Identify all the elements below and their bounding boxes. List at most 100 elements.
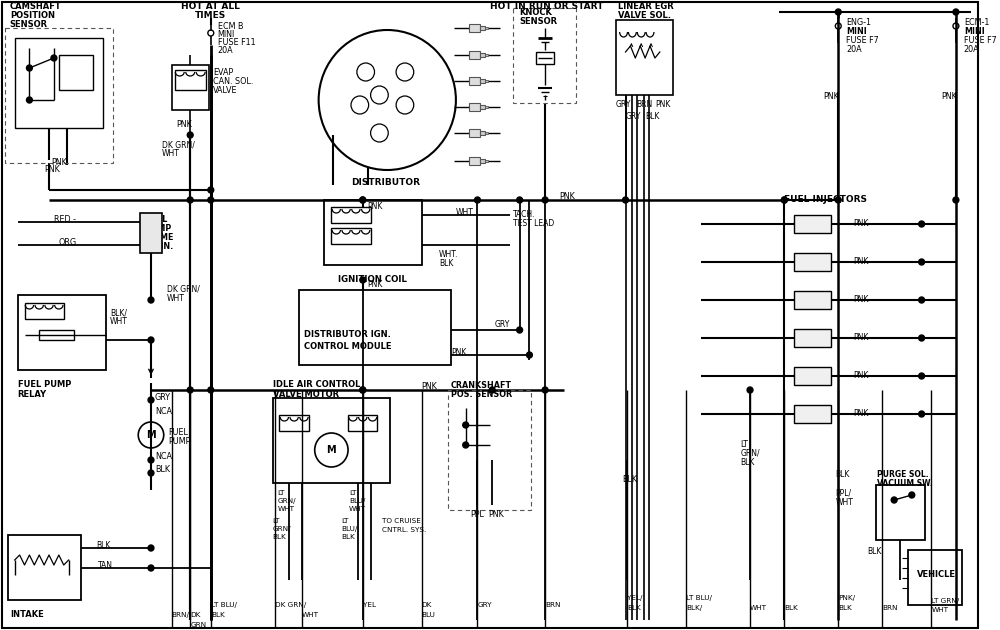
Bar: [485, 132, 488, 134]
Text: MINI: MINI: [964, 27, 985, 36]
Circle shape: [891, 497, 897, 503]
Circle shape: [919, 373, 925, 379]
Text: BLK: BLK: [273, 534, 286, 540]
Text: BLK: BLK: [155, 465, 170, 474]
Bar: [18, 295, 106, 370]
Text: BLK/: BLK/: [110, 308, 127, 317]
Text: CNTRL. SYS.: CNTRL. SYS.: [382, 527, 427, 533]
Text: PNK: PNK: [368, 202, 383, 211]
Circle shape: [208, 197, 214, 203]
Text: EVAP: EVAP: [213, 68, 233, 77]
Text: DISTRIBUTOR IGN.: DISTRIBUTOR IGN.: [304, 330, 391, 339]
Text: TAN: TAN: [98, 561, 113, 570]
Text: BRN/: BRN/: [172, 612, 190, 618]
Circle shape: [623, 197, 628, 203]
Text: TIMES: TIMES: [195, 11, 226, 20]
Circle shape: [187, 387, 193, 393]
Circle shape: [148, 545, 154, 551]
Text: PNK: PNK: [853, 257, 868, 266]
Circle shape: [747, 387, 753, 393]
Bar: [480, 105, 485, 109]
Text: SENSOR: SENSOR: [10, 20, 48, 29]
Text: WHT: WHT: [835, 498, 853, 507]
Circle shape: [208, 187, 214, 193]
Circle shape: [360, 197, 366, 203]
Text: PNK: PNK: [451, 348, 466, 357]
Text: FUSE F7: FUSE F7: [964, 36, 997, 45]
Text: ECM-1: ECM-1: [964, 18, 989, 27]
Bar: [485, 80, 488, 82]
Text: FUEL: FUEL: [145, 215, 167, 224]
Text: PNK: PNK: [941, 92, 957, 101]
Bar: [448, 390, 531, 510]
Text: PNK: PNK: [655, 100, 670, 109]
Text: INTAKE: INTAKE: [10, 610, 44, 619]
Bar: [5, 28, 113, 163]
Text: LT BLU/: LT BLU/: [211, 602, 237, 608]
Text: HOT IN RUN OR START: HOT IN RUN OR START: [490, 2, 604, 11]
Text: MINI: MINI: [846, 27, 867, 36]
Text: FUEL PUMP: FUEL PUMP: [18, 380, 71, 389]
Text: BLK: BLK: [627, 605, 641, 611]
Bar: [794, 367, 831, 385]
Bar: [469, 103, 480, 111]
Circle shape: [909, 492, 915, 498]
Text: LT BLU/: LT BLU/: [686, 595, 712, 601]
Circle shape: [148, 397, 154, 403]
Text: PNK: PNK: [824, 92, 839, 101]
Text: PRIME: PRIME: [145, 233, 173, 242]
Bar: [480, 131, 485, 135]
Bar: [485, 54, 488, 56]
Bar: [140, 213, 162, 253]
Text: PNK: PNK: [422, 382, 437, 391]
Bar: [324, 200, 422, 265]
Bar: [39, 330, 74, 340]
Bar: [480, 53, 485, 57]
Bar: [15, 38, 103, 128]
Circle shape: [148, 457, 154, 463]
Text: VALVE: VALVE: [213, 86, 237, 95]
Text: BLK/: BLK/: [686, 605, 703, 611]
Text: PNK: PNK: [488, 510, 504, 519]
Text: PNK: PNK: [368, 280, 383, 289]
Text: VACUUM SW.: VACUUM SW.: [877, 479, 933, 488]
Text: GRY: GRY: [477, 602, 492, 608]
Text: WHT: WHT: [750, 605, 767, 611]
Circle shape: [26, 65, 32, 71]
Text: DK GRN/: DK GRN/: [275, 602, 306, 608]
Bar: [8, 535, 81, 600]
Text: POSITION: POSITION: [10, 11, 55, 20]
Text: DK GRN/: DK GRN/: [162, 140, 195, 149]
Text: RED -: RED -: [54, 215, 76, 224]
Text: WHT: WHT: [167, 294, 185, 303]
Text: HOT AT ALL: HOT AT ALL: [181, 2, 240, 11]
Text: CONTROL MODULE: CONTROL MODULE: [304, 342, 391, 351]
Circle shape: [919, 411, 925, 417]
Bar: [794, 405, 831, 423]
Text: CAN. SOL.: CAN. SOL.: [213, 77, 253, 86]
Text: BRN: BRN: [882, 605, 898, 611]
Bar: [794, 215, 831, 233]
Text: VALVE SOL.: VALVE SOL.: [618, 11, 671, 20]
Text: WHT: WHT: [277, 506, 294, 512]
Text: BLK: BLK: [645, 112, 659, 121]
Text: BLK: BLK: [835, 470, 850, 479]
Bar: [876, 485, 925, 540]
Text: BLK: BLK: [439, 259, 454, 268]
Bar: [908, 550, 962, 605]
Circle shape: [463, 422, 469, 428]
Text: PNK: PNK: [853, 409, 868, 418]
Circle shape: [781, 197, 787, 203]
Text: BLK: BLK: [211, 612, 225, 618]
Text: VALVE MOTOR: VALVE MOTOR: [273, 390, 339, 399]
Text: WHT: WHT: [162, 149, 180, 158]
Bar: [273, 398, 390, 483]
Text: YEL: YEL: [363, 602, 376, 608]
Bar: [331, 228, 371, 244]
Text: BLU/: BLU/: [341, 526, 358, 532]
Text: TEST LEAD: TEST LEAD: [513, 219, 554, 228]
Circle shape: [517, 197, 523, 203]
Text: KNOCK: KNOCK: [520, 8, 553, 17]
Bar: [172, 65, 209, 110]
Circle shape: [919, 335, 925, 341]
